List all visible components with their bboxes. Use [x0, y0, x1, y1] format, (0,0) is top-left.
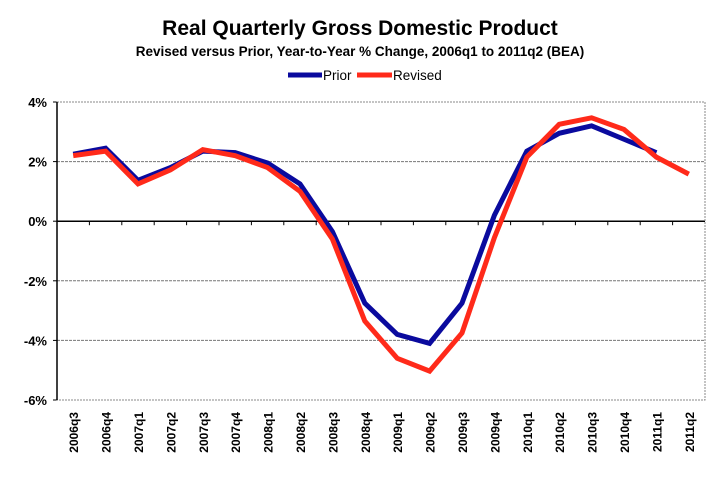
x-tick-label: 2011q1 — [650, 412, 664, 452]
x-tick-label: 2008q3 — [326, 412, 340, 453]
x-tick-label: 2007q4 — [229, 412, 243, 453]
y-tick-label: -6% — [24, 393, 48, 408]
y-tick-label: 2% — [28, 155, 47, 170]
x-tick-label: 2009q2 — [424, 412, 438, 453]
series-lines — [72, 115, 690, 375]
series-line-prior — [72, 123, 658, 347]
x-tick-label: 2008q2 — [294, 412, 308, 453]
x-tick-label: 2010q3 — [586, 412, 600, 453]
legend: Prior Revised — [288, 68, 442, 83]
y-tick-label: 4% — [28, 95, 47, 110]
x-tick-label: 2009q1 — [391, 412, 405, 453]
x-tick-label: 2006q4 — [100, 412, 114, 453]
x-tick-label: 2009q4 — [488, 412, 502, 453]
series-line-revised — [72, 115, 690, 375]
plot-frame — [56, 101, 706, 401]
gridlines — [57, 161, 705, 341]
legend-label-revised: Revised — [393, 68, 442, 83]
x-tick-label: 2010q2 — [553, 412, 567, 453]
x-tick-label: 2007q2 — [164, 412, 178, 453]
y-axis-ticks: 4% 2% 0% -2% -4% -6% — [24, 95, 57, 408]
x-tick-label: 2008q1 — [262, 412, 276, 453]
chart-title: Real Quarterly Gross Domestic Product — [162, 17, 558, 40]
x-tick-label: 2008q4 — [359, 412, 373, 453]
y-tick-label: -4% — [24, 333, 48, 348]
legend-label-prior: Prior — [323, 68, 352, 83]
y-tick-label: 0% — [28, 214, 47, 229]
x-tick-label: 2010q4 — [618, 412, 632, 453]
x-tick-label: 2009q3 — [456, 412, 470, 453]
x-tick-label: 2007q3 — [197, 412, 211, 453]
x-tick-label: 2011q2 — [683, 412, 697, 452]
x-tick-label: 2006q3 — [67, 412, 81, 453]
x-tick-label: 2007q1 — [132, 412, 146, 453]
x-tick-label: 2010q1 — [521, 412, 535, 453]
chart-subtitle: Revised versus Prior, Year-to-Year % Cha… — [136, 44, 584, 59]
x-axis-ticks: 2006q3 2006q4 2007q1 2007q2 2007q3 2007q4 2008… — [67, 221, 697, 453]
y-tick-label: -2% — [24, 274, 48, 289]
